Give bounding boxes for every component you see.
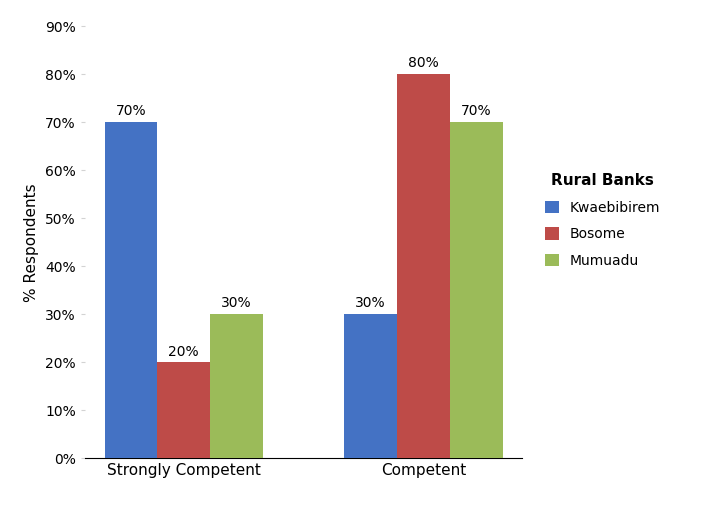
Bar [450, 122, 503, 458]
Bar [210, 314, 263, 458]
Text: 70%: 70% [461, 104, 491, 118]
Text: 20%: 20% [169, 344, 199, 358]
Bar [345, 314, 397, 458]
Y-axis label: % Respondents: % Respondents [25, 183, 40, 302]
Bar [157, 363, 210, 458]
Bar [397, 74, 450, 458]
Text: 70%: 70% [116, 104, 146, 118]
Bar [104, 122, 157, 458]
Legend: Kwaebibirem, Bosome, Mumuadu: Kwaebibirem, Bosome, Mumuadu [538, 166, 668, 275]
Text: 30%: 30% [355, 296, 386, 311]
Text: 30%: 30% [221, 296, 252, 311]
Text: 80%: 80% [408, 56, 439, 70]
